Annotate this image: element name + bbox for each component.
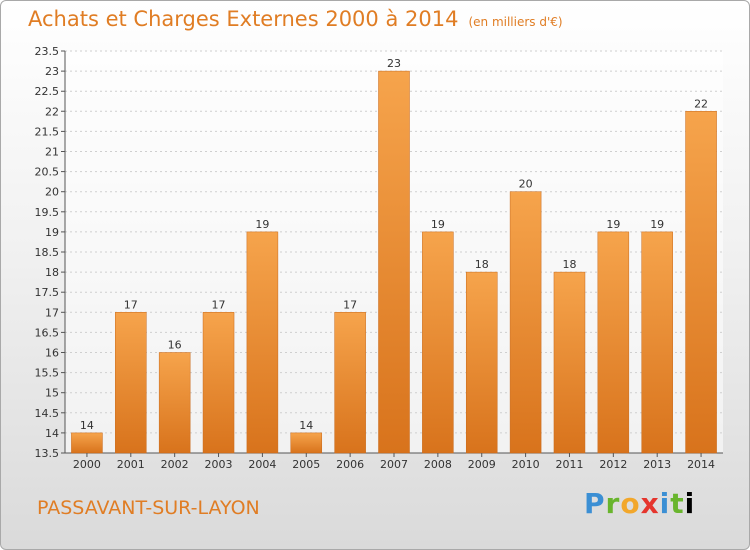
commune-name: PASSAVANT-SUR-LAYON: [37, 497, 260, 519]
y-tick-label: 22: [45, 105, 59, 118]
bar: [158, 352, 191, 454]
data-label: 23: [387, 57, 401, 70]
data-label: 17: [343, 298, 357, 311]
logo-letter: r: [605, 487, 621, 520]
x-tick-label: 2013: [643, 458, 671, 471]
y-tick-label: 14.5: [35, 407, 60, 420]
y-tick-label: 21.5: [35, 125, 60, 138]
y-tick-label: 14: [45, 427, 59, 440]
bar: [685, 111, 717, 454]
bar: [334, 312, 366, 454]
y-tick-label: 15: [45, 387, 59, 400]
y-tick-label: 19: [45, 226, 59, 239]
x-tick-label: 2011: [555, 458, 583, 471]
logo-letter: P: [584, 487, 606, 520]
x-tick-label: 2000: [73, 458, 101, 471]
bar: [378, 70, 410, 454]
proxiti-logo: Proxiti: [584, 487, 695, 520]
y-tick-label: 19.5: [35, 206, 60, 219]
x-tick-label: 2004: [248, 458, 276, 471]
logo-letter: o: [620, 487, 641, 520]
x-tick-label: 2006: [336, 458, 364, 471]
y-tick-label: 16.5: [35, 326, 60, 339]
y-tick-label: 23.5: [35, 45, 60, 58]
bar: [509, 191, 542, 454]
bar: [202, 312, 235, 454]
data-label: 19: [650, 218, 664, 231]
x-tick-label: 2014: [687, 458, 715, 471]
logo-letter: x: [640, 487, 660, 520]
y-tick-label: 18: [45, 266, 59, 279]
x-tick-label: 2008: [424, 458, 452, 471]
logo-letter: i: [659, 487, 671, 520]
x-tick-label: 2007: [380, 458, 408, 471]
x-tick-label: 2005: [292, 458, 320, 471]
chart-unit: (en milliers d'€): [468, 15, 563, 29]
bar: [422, 231, 454, 454]
y-tick-label: 17: [45, 306, 59, 319]
x-tick-label: 2012: [599, 458, 627, 471]
data-label: 19: [431, 218, 445, 231]
y-tick-label: 16: [45, 347, 59, 360]
logo-letter: i: [684, 487, 696, 520]
chart-title: Achats et Charges Externes 2000 à 2014 (e…: [28, 7, 563, 31]
data-label: 19: [606, 218, 620, 231]
y-tick-label: 20.5: [35, 166, 60, 179]
y-tick-label: 20: [45, 186, 59, 199]
y-tick-label: 15.5: [35, 367, 60, 380]
x-tick-label: 2002: [161, 458, 189, 471]
data-label: 19: [255, 218, 269, 231]
logo-letter: t: [670, 487, 685, 520]
y-tick-label: 21: [45, 146, 59, 159]
y-tick-label: 23: [45, 65, 59, 78]
bar: [553, 271, 586, 454]
x-tick-label: 2003: [205, 458, 233, 471]
y-tick-label: 13.5: [35, 447, 60, 460]
data-label: 20: [519, 178, 533, 191]
data-label: 16: [168, 339, 182, 352]
x-tick-label: 2010: [512, 458, 540, 471]
data-label: 17: [212, 298, 226, 311]
data-label: 14: [80, 419, 94, 432]
x-tick-label: 2009: [468, 458, 496, 471]
y-tick-label: 18.5: [35, 246, 60, 259]
x-tick-label: 2001: [117, 458, 145, 471]
bar: [290, 432, 323, 454]
data-label: 14: [299, 419, 313, 432]
bar: [597, 231, 630, 454]
bar: [641, 231, 673, 454]
bar: [71, 432, 103, 454]
data-label: 22: [694, 97, 708, 110]
bar: [465, 271, 498, 454]
bar: [115, 312, 147, 454]
y-tick-label: 17.5: [35, 286, 60, 299]
data-label: 18: [475, 258, 489, 271]
bar: [246, 231, 279, 454]
data-label: 18: [562, 258, 576, 271]
y-tick-label: 22.5: [35, 85, 60, 98]
data-label: 17: [124, 298, 138, 311]
